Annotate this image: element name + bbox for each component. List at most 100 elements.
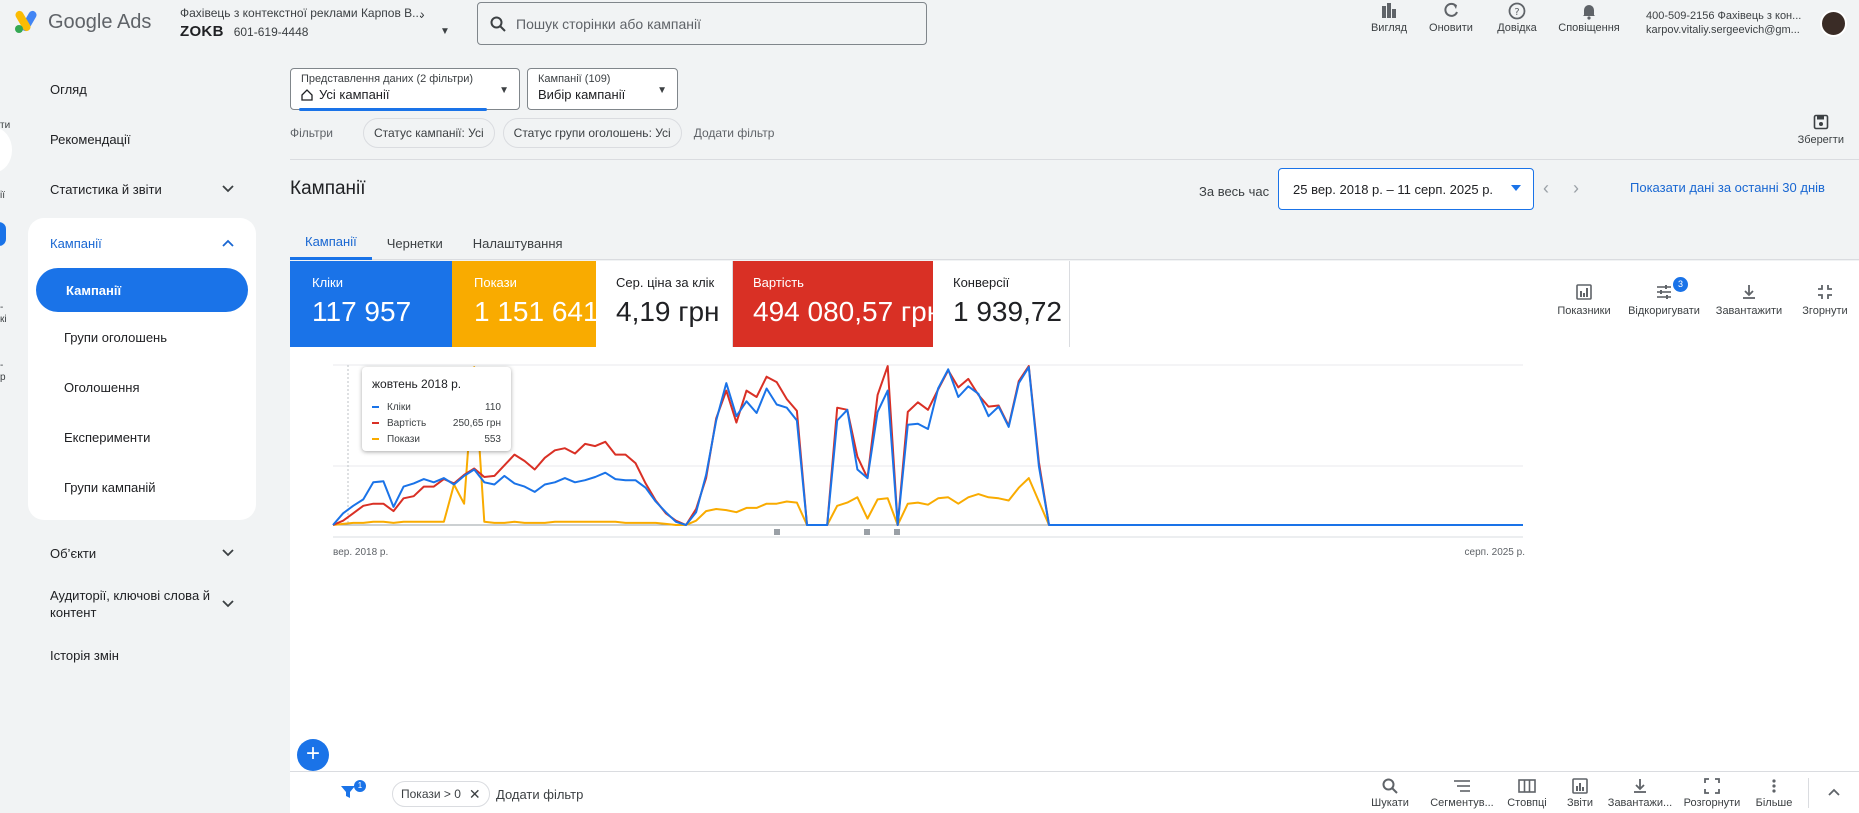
sidebar-item-ad-groups[interactable]: Групи оголошень <box>28 312 256 362</box>
help-button[interactable]: ? Довідка <box>1485 0 1549 34</box>
tool-label: Сегментув... <box>1430 797 1494 809</box>
help-label: Довідка <box>1497 22 1537 34</box>
filter-chip-impressions[interactable]: Покази > 0 ✕ <box>392 781 490 807</box>
user-account-info[interactable]: 400-509-2156 Фахівець з кон... karpov.vi… <box>1646 9 1818 37</box>
sidebar-item-assets[interactable]: Об’єкти <box>28 528 256 578</box>
scorecard-clicks[interactable]: Кліки 117 957 <box>290 261 452 347</box>
sidebar-item-label: Оголошення <box>64 379 140 395</box>
sidebar-item-label: Історія змін <box>50 647 119 663</box>
download-icon <box>1743 285 1755 299</box>
collapse-table-button[interactable] <box>1817 778 1851 803</box>
campaign-selector[interactable]: Кампанії (109) Вибір кампанії ▼ <box>527 68 678 110</box>
tabs: Кампанії Чернетки Налаштування <box>290 226 1859 260</box>
filter-chip-campaign-status[interactable]: Статус кампанії: Усі <box>362 118 495 148</box>
tab-drafts[interactable]: Чернетки <box>372 226 458 260</box>
reports-button[interactable]: Звіти <box>1556 778 1604 809</box>
tooltip-series-value: 250,65 грн <box>452 417 501 429</box>
chip-label: Статус групи оголошень: Усі <box>513 126 671 140</box>
expand-button[interactable]: Розгорнути <box>1676 778 1748 809</box>
series-swatch <box>372 438 379 440</box>
sidebar-nav: Огляд Рекомендації Статистика й звіти Ка… <box>28 64 256 680</box>
series-line-Покази <box>332 366 1523 526</box>
scorecard-conversions[interactable]: Конверсії 1 939,72 <box>933 261 1070 347</box>
chart-grid <box>333 364 1523 538</box>
download-table-button[interactable]: Завантажи... <box>1604 778 1676 809</box>
search-table-button[interactable]: Шукати <box>1354 778 1426 809</box>
sidebar-item-label: Об’єкти <box>50 545 97 561</box>
annotation-marker[interactable] <box>894 529 900 535</box>
app-name: Google Ads <box>48 10 152 33</box>
scorecard-impressions[interactable]: Покази 1 151 641 <box>452 261 596 347</box>
sidebar-item-overview[interactable]: Огляд <box>28 64 256 114</box>
add-campaign-fab[interactable]: + <box>297 739 329 771</box>
sidebar-item-label: Групи кампаній <box>64 479 156 495</box>
chevron-right-icon[interactable]: › <box>420 6 425 22</box>
sidebar-item-label: Аудиторії, ключові слова й контент <box>50 588 211 620</box>
scorecard-avg-cpc[interactable]: Сер. ціна за клік 4,19 грн <box>596 261 733 347</box>
add-filter-button[interactable]: Додати фільтр <box>496 787 584 802</box>
scorecard-label: Вартість <box>753 275 804 290</box>
expand-icon <box>1704 778 1720 794</box>
metrics-label: Показники <box>1557 305 1611 317</box>
annotation-marker[interactable] <box>774 529 780 535</box>
search-input[interactable]: Пошук сторінки або кампанії <box>477 2 927 45</box>
sidebar-item-campaigns[interactable]: Кампанії <box>36 268 248 312</box>
adjust-button[interactable]: 3 Відкоригувати <box>1621 277 1707 317</box>
metrics-button[interactable]: Показники <box>1547 277 1621 317</box>
sidebar-item-label: Рекомендації <box>50 131 131 147</box>
sidebar-item-campaign-groups[interactable]: Групи кампаній <box>28 462 256 512</box>
date-range-picker[interactable]: 25 вер. 2018 р. – 11 серп. 2025 р. <box>1278 168 1534 210</box>
sidebar-item-ads[interactable]: Оголошення <box>28 362 256 412</box>
rail-active-indicator[interactable] <box>0 222 6 246</box>
columns-button[interactable]: Стовпці <box>1498 778 1556 809</box>
download-chart-button[interactable]: Завантажити <box>1707 277 1791 317</box>
tab-settings[interactable]: Налаштування <box>458 226 578 260</box>
add-filter-link[interactable]: Додати фільтр <box>693 126 775 140</box>
collapse-chart-button[interactable]: Згорнути <box>1791 277 1859 317</box>
sidebar-item-audiences[interactable]: Аудиторії, ключові слова й контент <box>28 578 256 630</box>
save-button[interactable]: Зберегти <box>1798 114 1844 146</box>
series-line-Вартість <box>332 365 1523 526</box>
refresh-button[interactable]: Оновити <box>1419 0 1483 34</box>
next-period-icon[interactable]: › <box>1573 178 1579 198</box>
chart-annotation-markers <box>774 529 900 535</box>
chevron-down-icon <box>222 185 234 193</box>
google-ads-logo[interactable]: Google Ads <box>14 10 151 34</box>
rail-circle[interactable] <box>0 128 12 172</box>
rail-label: кі <box>0 314 7 325</box>
chart-lines <box>332 365 1523 526</box>
view-button[interactable]: Вигляд <box>1357 0 1421 34</box>
notifications-button[interactable]: Сповіщення <box>1549 0 1629 34</box>
series-swatch <box>372 422 379 424</box>
segment-button[interactable]: Сегментув... <box>1426 778 1498 809</box>
account-selector[interactable]: Фахівець з контекстної реклами Карпов В.… <box>180 6 450 40</box>
campaign-selector-value: Вибір кампанії <box>538 87 626 102</box>
last-30-days-link[interactable]: Показати дані за останні 30 днів <box>1630 180 1825 195</box>
view-selector[interactable]: Представлення даних (2 фільтри) Усі камп… <box>290 68 520 111</box>
series-swatch <box>372 406 379 408</box>
close-icon[interactable]: ✕ <box>468 785 481 802</box>
sidebar-item-change-history[interactable]: Історія змін <box>28 630 256 680</box>
search-icon <box>490 16 506 32</box>
tool-label: Більше <box>1755 797 1793 809</box>
more-button[interactable]: Більше <box>1748 778 1800 809</box>
filter-chip-adgroup-status[interactable]: Статус групи оголошень: Усі <box>502 118 682 148</box>
sidebar-item-label: Огляд <box>50 81 87 97</box>
page-title: Кампанії <box>290 178 366 199</box>
scorecard-cost[interactable]: Вартість 494 080,57 грн <box>733 261 933 347</box>
refresh-icon <box>1444 2 1458 17</box>
tooltip-row: Кліки 110 <box>372 399 501 415</box>
caret-down-icon[interactable]: ▼ <box>440 26 450 37</box>
tab-campaigns[interactable]: Кампанії <box>290 226 372 260</box>
performance-chart[interactable]: вер. 2018 р. серп. 2025 р. <box>290 347 1859 561</box>
svg-text:?: ? <box>1514 7 1519 18</box>
view-selector-underline <box>299 108 487 111</box>
sidebar-item-stats[interactable]: Статистика й звіти <box>28 164 256 214</box>
date-nav: ‹ › <box>1543 178 1579 199</box>
sidebar-item-experiments[interactable]: Експерименти <box>28 412 256 462</box>
annotation-marker[interactable] <box>864 529 870 535</box>
prev-period-icon[interactable]: ‹ <box>1543 178 1549 198</box>
sidebar-item-campaigns-group[interactable]: Кампанії <box>28 218 256 268</box>
sidebar-item-recommendations[interactable]: Рекомендації <box>28 114 256 164</box>
avatar[interactable] <box>1820 10 1847 37</box>
